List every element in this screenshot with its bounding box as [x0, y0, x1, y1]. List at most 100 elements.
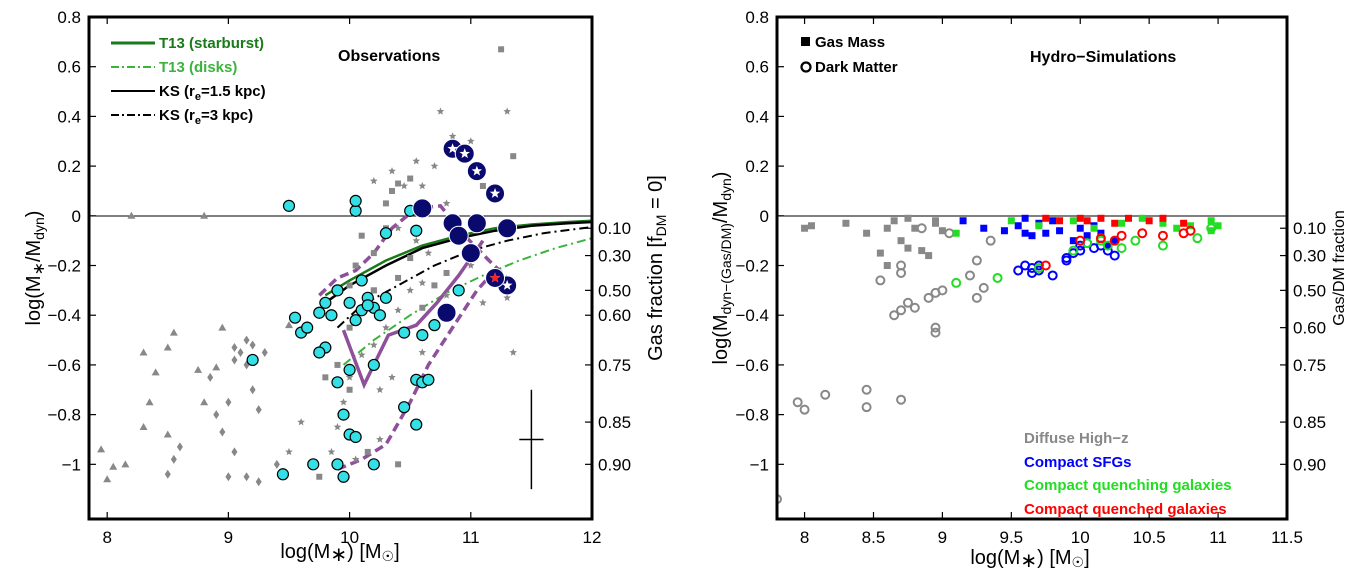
- y2-tick-label: 0.10: [1293, 219, 1326, 238]
- y-tick-label: −1: [750, 455, 769, 474]
- y-tick-label: −0.4: [47, 306, 81, 325]
- gray-diamond: [237, 347, 244, 357]
- gray-star: [442, 291, 451, 299]
- gas-mass-square: [1097, 214, 1105, 222]
- cyan-circle: [349, 314, 362, 327]
- left-xlabel: log(M∗) [M☉]: [280, 541, 399, 566]
- cyan-circle: [276, 468, 290, 481]
- gray-star: [418, 278, 427, 287]
- dark-matter-ring: [964, 270, 975, 281]
- gray-star: [388, 167, 396, 175]
- gray-star: [412, 236, 421, 244]
- dark-matter-ring: [889, 310, 900, 321]
- legend-compact-quenched: Compact quenched galaxies: [1024, 501, 1227, 518]
- gray-diamond: [219, 427, 226, 437]
- gas-mass-square: [863, 229, 871, 237]
- cyan-circle: [410, 224, 423, 237]
- cyan-circle: [282, 199, 296, 212]
- dark-matter-ring: [1109, 250, 1120, 261]
- right-axis: 0.10 0.30 0.50 0.60 0.75 0.85 0.90: [585, 219, 631, 474]
- cyan-circle: [416, 328, 429, 342]
- gray-square: [431, 282, 438, 289]
- left-legend: T13 (starburst) T13 (disks) KS (re=1.5 k…: [111, 35, 266, 127]
- gray-square: [498, 46, 505, 53]
- gray-triangle: [97, 445, 106, 453]
- gray-triangle: [194, 365, 203, 373]
- gray-triangle: [127, 211, 136, 219]
- gray-diamond: [249, 385, 256, 395]
- dark-matter-ring: [861, 402, 872, 413]
- gas-mass-square: [1159, 214, 1167, 222]
- dark-matter-ring: [792, 397, 803, 408]
- left-ylabel: log(M∗/Mdyn): [23, 211, 48, 326]
- gas-mass-square: [1173, 224, 1181, 232]
- gray-star: [503, 293, 511, 302]
- x-tick-label: 12: [583, 528, 602, 547]
- red-star: [489, 272, 501, 283]
- gray-square: [407, 175, 414, 182]
- x-tick-label: 10: [1071, 528, 1090, 547]
- gray-diamond: [170, 454, 177, 464]
- gas-mass-square: [1056, 217, 1064, 225]
- gas-mass-square: [911, 224, 919, 232]
- gas-mass-square: [938, 227, 946, 235]
- gray-triangle: [218, 323, 227, 331]
- gray-square: [346, 282, 353, 289]
- y-tick-label: −0.4: [735, 306, 769, 325]
- gray-star: [388, 373, 396, 381]
- gray-star: [400, 181, 408, 190]
- gray-square: [316, 473, 323, 480]
- right-ylabel: log(Mdyn−(Gas/DM)/Mdyn): [710, 172, 734, 365]
- dark-matter-ring: [992, 272, 1003, 283]
- gray-star: [466, 261, 475, 269]
- right-marker-legend: Gas Mass Dark Matter: [800, 34, 898, 76]
- gas-mass-square: [1104, 242, 1112, 250]
- gas-mass-square: [1111, 237, 1119, 245]
- gray-square: [358, 232, 365, 239]
- gray-star: [394, 224, 402, 232]
- cyan-circle: [398, 326, 411, 339]
- dark-matter-ring: [930, 327, 941, 338]
- cyan-circle: [313, 306, 326, 319]
- x-tick-label: 10.5: [1133, 528, 1166, 547]
- left-axes-frame: [87, 15, 594, 521]
- y-tick-label: −0.8: [47, 406, 81, 425]
- gas-mass-square: [1090, 224, 1098, 232]
- gray-triangle: [200, 211, 209, 219]
- x-tick-label: 8.5: [862, 528, 886, 547]
- navy-circle: [448, 225, 469, 246]
- gray-triangle: [139, 348, 148, 356]
- gas-mass-square: [1083, 217, 1091, 225]
- cyan-circle: [379, 227, 393, 240]
- model-curves: [318, 204, 592, 471]
- gray-star: [297, 418, 305, 426]
- gray-diamond: [231, 355, 238, 365]
- gray-triangle: [139, 423, 148, 431]
- gas-mass-square: [1000, 227, 1008, 235]
- gas-mass-square: [876, 249, 884, 257]
- dark-matter-ring: [937, 285, 948, 296]
- navy-circle: [436, 302, 457, 323]
- dark-matter-ring: [1192, 233, 1203, 244]
- y-tick-label: 0.8: [745, 8, 769, 27]
- gray-star: [370, 177, 378, 185]
- dark-matter-ring: [944, 228, 955, 239]
- legend-diffuse: Diffuse High−z: [1024, 430, 1129, 447]
- dark-matter-ring: [1095, 233, 1106, 244]
- dark-matter-ring: [923, 292, 934, 303]
- gray-triangle: [121, 460, 130, 468]
- gray-triangle: [103, 475, 112, 483]
- gray-star: [509, 348, 518, 356]
- dark-matter-ring: [1137, 228, 1148, 239]
- gray-diamond: [255, 405, 262, 415]
- gas-mass-square: [1056, 227, 1064, 235]
- white-star: [501, 279, 513, 290]
- cyan-circle: [331, 284, 344, 297]
- gray-triangle: [109, 462, 118, 470]
- gas-mass-square: [1138, 214, 1146, 222]
- dark-matter-ring: [1075, 235, 1086, 246]
- left-panel: 8 9 10 11 12 0.8 0.6 0.4 0.2 0 −0.2 −0.4 −0.6 −0.8 −1…: [23, 8, 669, 566]
- gas-mass-square: [890, 217, 898, 225]
- dark-matter-ring: [1061, 253, 1072, 264]
- cyan-circle: [301, 321, 314, 334]
